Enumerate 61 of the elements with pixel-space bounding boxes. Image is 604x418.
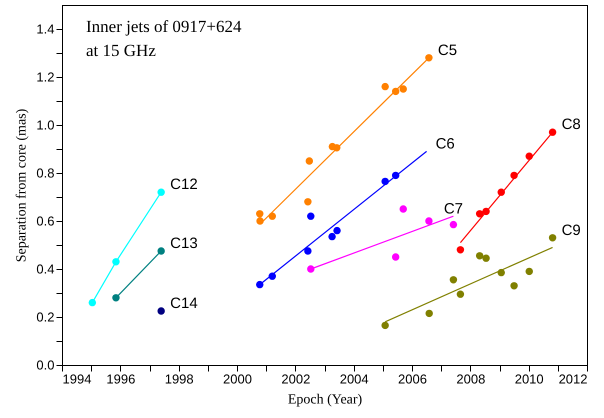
y-tick-label: 1.2 (36, 70, 54, 84)
point (548, 234, 556, 242)
point (328, 232, 336, 240)
point (482, 254, 490, 262)
point (256, 210, 264, 218)
point (157, 247, 165, 255)
x-tick-label: 2000 (223, 372, 252, 386)
point (304, 247, 312, 255)
point (450, 276, 458, 284)
point (88, 298, 96, 306)
x-tick-label: 2006 (398, 372, 427, 386)
point (456, 246, 464, 254)
series-label: C7 (444, 200, 464, 218)
point (476, 252, 484, 260)
point (306, 157, 314, 165)
x-tick-label: 2010 (514, 372, 544, 386)
y-tick-label: 1.0 (36, 118, 54, 132)
text: C6 (436, 135, 455, 152)
x-axis-title: Epoch (Year) (288, 392, 363, 408)
y-tick-label: 1.4 (36, 22, 54, 36)
series-label: C12 (170, 176, 198, 194)
x-tick-label: 2004 (340, 372, 369, 386)
series-label: C14 (170, 295, 198, 312)
point (425, 217, 433, 225)
y-tick-label: 0.4 (36, 262, 54, 276)
point (426, 310, 433, 318)
point (450, 220, 458, 228)
series-label: C8 (562, 116, 581, 134)
point (112, 294, 120, 302)
y-tick-label: 0.8 (36, 166, 54, 180)
point (157, 188, 165, 196)
series-label: C9 (562, 222, 581, 239)
point (256, 217, 264, 225)
point (510, 282, 518, 290)
x-tick-label: 2002 (281, 372, 310, 386)
point (333, 226, 341, 234)
series-label: C5 (438, 42, 458, 59)
point (400, 205, 407, 213)
series-label: C13 (170, 235, 198, 252)
point (307, 212, 314, 220)
x-tick-label: 1994 (62, 372, 92, 386)
point (526, 268, 533, 276)
point (304, 198, 312, 206)
point (456, 290, 464, 298)
point (400, 85, 407, 93)
point (381, 322, 389, 330)
point (476, 210, 484, 218)
x-tick-label: 2008 (456, 372, 486, 386)
y-axis-title: Separation from core (mas) (14, 108, 30, 262)
x-tick-label: 1996 (106, 372, 136, 386)
point (157, 307, 165, 315)
x-tick-label: 2012 (558, 372, 588, 386)
y-tick-label: 0.6 (36, 214, 54, 228)
x-tick-label: 1998 (164, 372, 194, 386)
annotation: at 15 GHz (86, 41, 156, 60)
point (381, 82, 389, 90)
point (112, 258, 120, 266)
y-tick-label: 0.0 (36, 358, 54, 372)
y-tick-label: 0.2 (36, 310, 54, 324)
annotation: Inner jets of 0917+624 (86, 17, 242, 36)
point (392, 253, 400, 261)
